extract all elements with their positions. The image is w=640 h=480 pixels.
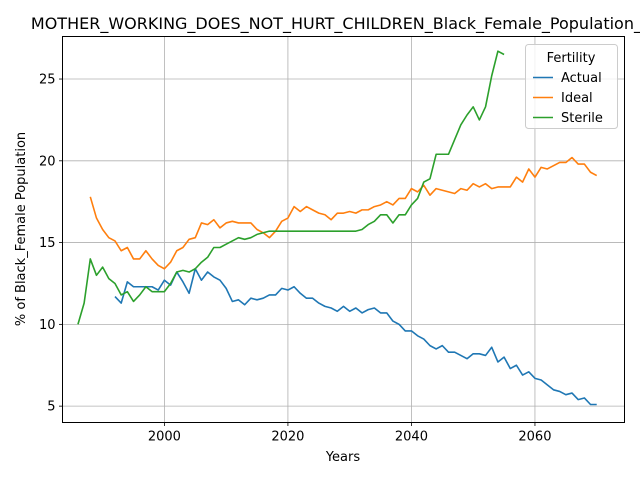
legend-label-sterile: Sterile [561, 111, 603, 126]
x-tick-label: 2000 [148, 430, 181, 445]
x-axis: 2000 2020 2040 2060 [148, 423, 552, 445]
series-line-ideal [90, 158, 596, 269]
x-tick-label: 2040 [395, 430, 428, 445]
y-axis: 5 10 15 20 25 [39, 73, 63, 415]
legend-label-ideal: Ideal [561, 91, 593, 106]
legend-label-actual: Actual [561, 71, 602, 86]
y-tick-label: 25 [39, 73, 56, 88]
legend: Fertility Actual Ideal Sterile [526, 45, 618, 129]
y-tick-label: 15 [39, 236, 56, 251]
x-tick-label: 2020 [271, 430, 304, 445]
series-line-actual [115, 269, 597, 405]
chart-title: MOTHER_WORKING_DOES_NOT_HURT_CHILDREN_Bl… [31, 14, 640, 34]
series-line-sterile [78, 51, 504, 324]
y-tick-label: 20 [39, 154, 56, 169]
y-axis-label: % of Black_Female Population [14, 132, 29, 326]
y-tick-label: 5 [47, 400, 55, 415]
y-tick-label: 10 [39, 318, 56, 333]
series-layer [78, 51, 597, 404]
x-axis-label: Years [325, 450, 361, 465]
legend-title: Fertility [547, 51, 596, 66]
x-tick-label: 2060 [518, 430, 551, 445]
